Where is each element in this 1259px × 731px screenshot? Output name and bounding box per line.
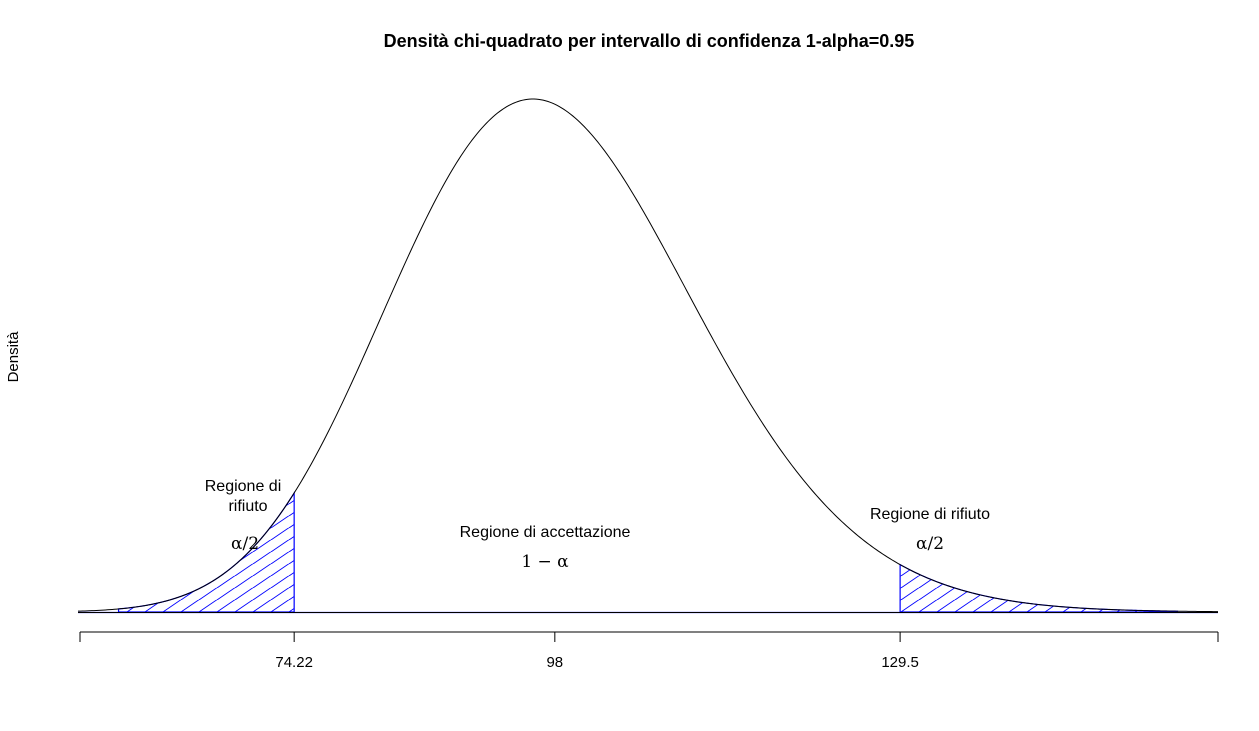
left-region-label-line2: rifiuto — [228, 498, 267, 515]
right-region-label: Regione di rifiuto — [870, 506, 990, 523]
left-alpha-label: α/2 — [231, 534, 259, 554]
x-axis-tick-label: 98 — [546, 654, 563, 671]
left-rejection-region — [117, 490, 295, 613]
right-alpha-label: α/2 — [916, 534, 944, 554]
x-axis-tick-label: 129.5 — [881, 654, 919, 671]
x-axis-ticks: 74.22 98 129.5 — [79, 632, 1219, 671]
density-curve — [77, 98, 1219, 613]
acceptance-region-label: Regione di accettazione — [460, 524, 631, 541]
x-axis-tick-label: 74.22 — [275, 654, 313, 671]
left-region-label-line1: Regione di — [205, 478, 282, 495]
chart-title: Densità chi-quadrato per intervallo di c… — [384, 31, 915, 51]
acceptance-value-label: 1 − α — [521, 552, 569, 572]
y-axis-label: Densità — [5, 331, 22, 383]
